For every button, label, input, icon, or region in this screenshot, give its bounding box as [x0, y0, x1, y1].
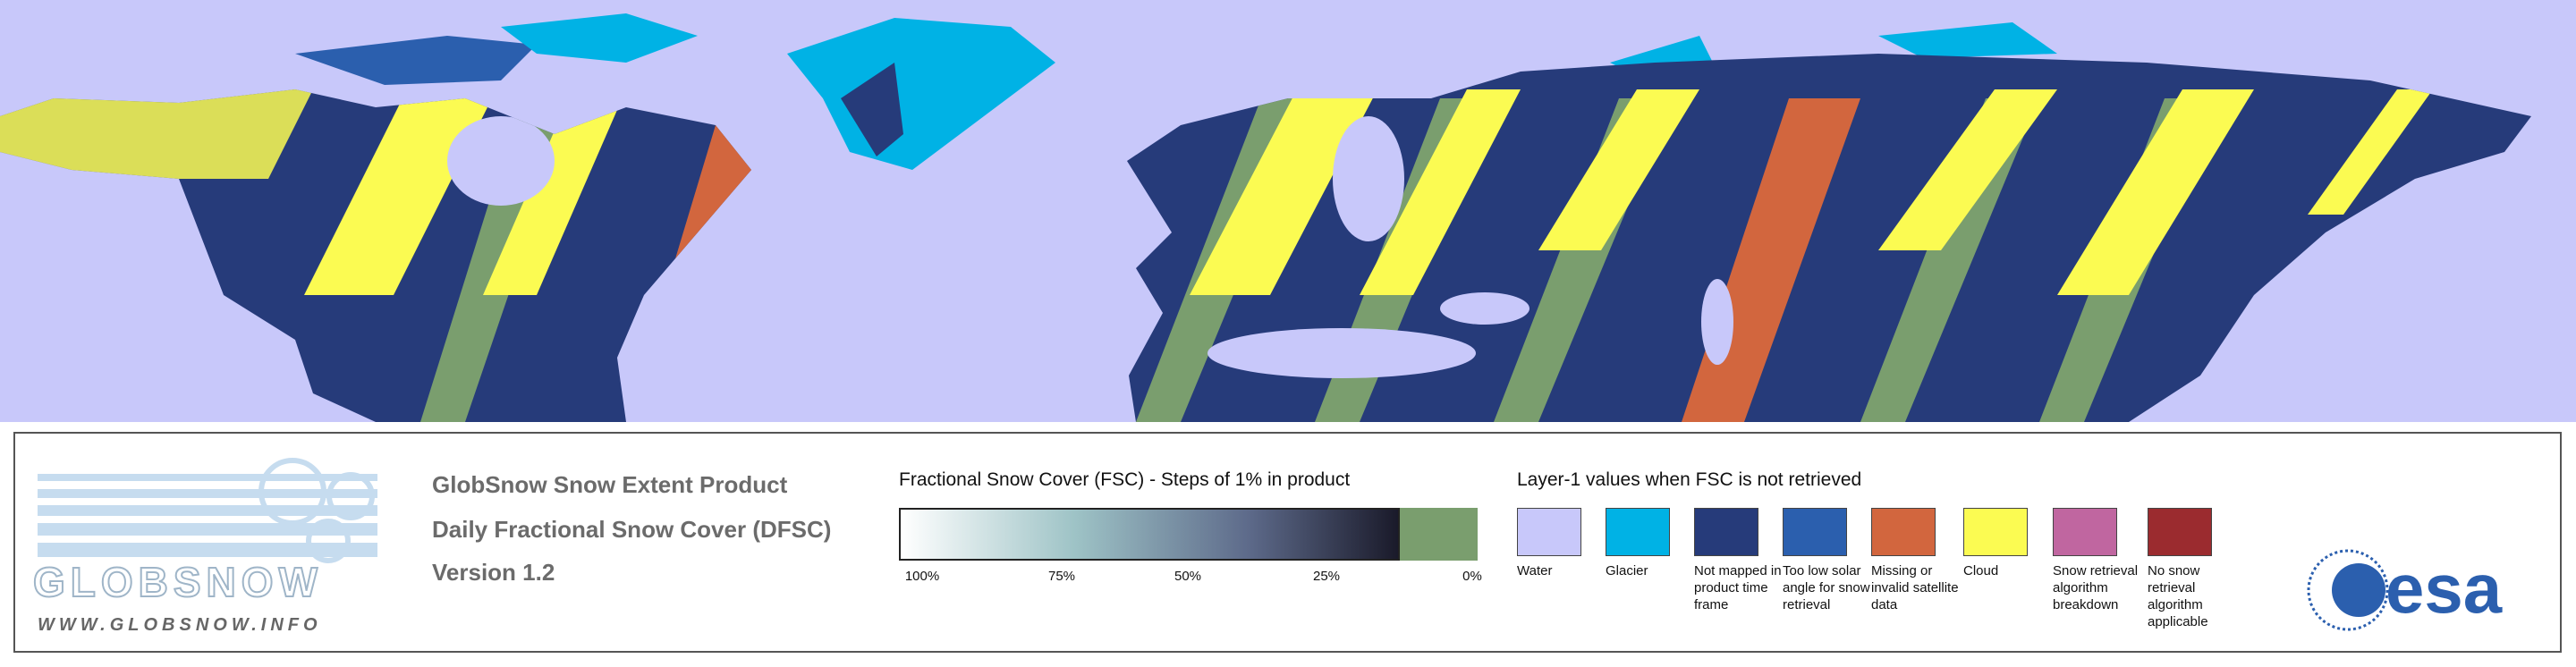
mediterranean	[1208, 328, 1476, 378]
baltic-sea	[1333, 116, 1404, 241]
snow-map	[0, 0, 2576, 422]
product-subtitle: Daily Fractional Snow Cover (DFSC)	[432, 516, 832, 543]
globsnow-logo: GLOBSNOW WWW.GLOBSNOW.INFO	[33, 458, 377, 635]
land	[0, 54, 2531, 422]
cloud	[1538, 89, 1699, 250]
esa-text: esa	[2385, 549, 2503, 628]
swath	[1860, 98, 2039, 422]
layer1-legend-title: Layer-1 values when FSC is not retrieved	[1517, 469, 1862, 490]
cloud	[1878, 89, 2057, 250]
class-label: Not mapped in product time frame	[1694, 563, 1782, 612]
cloud	[1360, 89, 1521, 295]
cloud	[1190, 89, 1377, 295]
class-swatch	[2148, 508, 2212, 556]
product-title: GlobSnow Snow Extent Product	[432, 471, 788, 498]
fsc-tick-label: 25%	[1312, 569, 1341, 584]
fsc-color-ramp	[899, 508, 1400, 561]
fsc-legend-title: Fractional Snow Cover (FSC) - Steps of 1…	[899, 469, 1351, 490]
greenland	[787, 18, 1055, 170]
hudson-bay	[447, 116, 555, 206]
caspian-sea	[1701, 279, 1733, 365]
greenland-strip	[841, 63, 903, 156]
cloud	[2057, 89, 2254, 295]
cloud	[304, 80, 501, 295]
class-swatch	[1783, 508, 1847, 556]
class-swatch	[2053, 508, 2117, 556]
class-label: No snow retrieval algorithm applicable	[2148, 563, 2208, 629]
black-sea	[1440, 292, 1530, 325]
class-swatch	[1871, 508, 1936, 556]
fsc-tick-label: 100%	[904, 569, 940, 584]
fsc-tick-label: 0%	[1462, 569, 1482, 584]
class-label: Water	[1517, 563, 1553, 578]
class-swatch	[1517, 508, 1581, 556]
fsc-tick-label: 50%	[1174, 569, 1202, 584]
arctic-islands	[295, 36, 537, 85]
logo-url: WWW.GLOBSNOW.INFO	[38, 615, 322, 635]
arctic-islands	[501, 13, 698, 63]
class-swatch	[1606, 508, 1670, 556]
product-version: Version 1.2	[432, 559, 555, 586]
class-label: Missing or invalid satellite data	[1871, 563, 1959, 612]
class-label: Too low solar angle for snow retrieval	[1783, 563, 1870, 612]
cloud	[483, 89, 626, 295]
class-label: Glacier	[1606, 563, 1648, 578]
fsc-zero-swatch	[1400, 508, 1478, 561]
esa-logo: esa	[2307, 549, 2503, 631]
siberian-islands	[1878, 22, 2057, 58]
class-label: Cloud	[1963, 563, 1999, 578]
class-swatch	[1963, 508, 2028, 556]
logo-name: GLOBSNOW	[33, 559, 323, 605]
fsc-tick-label: 75%	[1047, 569, 1076, 584]
class-swatch	[1694, 508, 1758, 556]
cloud	[2308, 89, 2433, 215]
class-label: Snow retrieval algorithm breakdown	[2053, 563, 2139, 612]
legend-panel: GLOBSNOW WWW.GLOBSNOW.INFO GlobSnow Snow…	[13, 432, 2562, 653]
